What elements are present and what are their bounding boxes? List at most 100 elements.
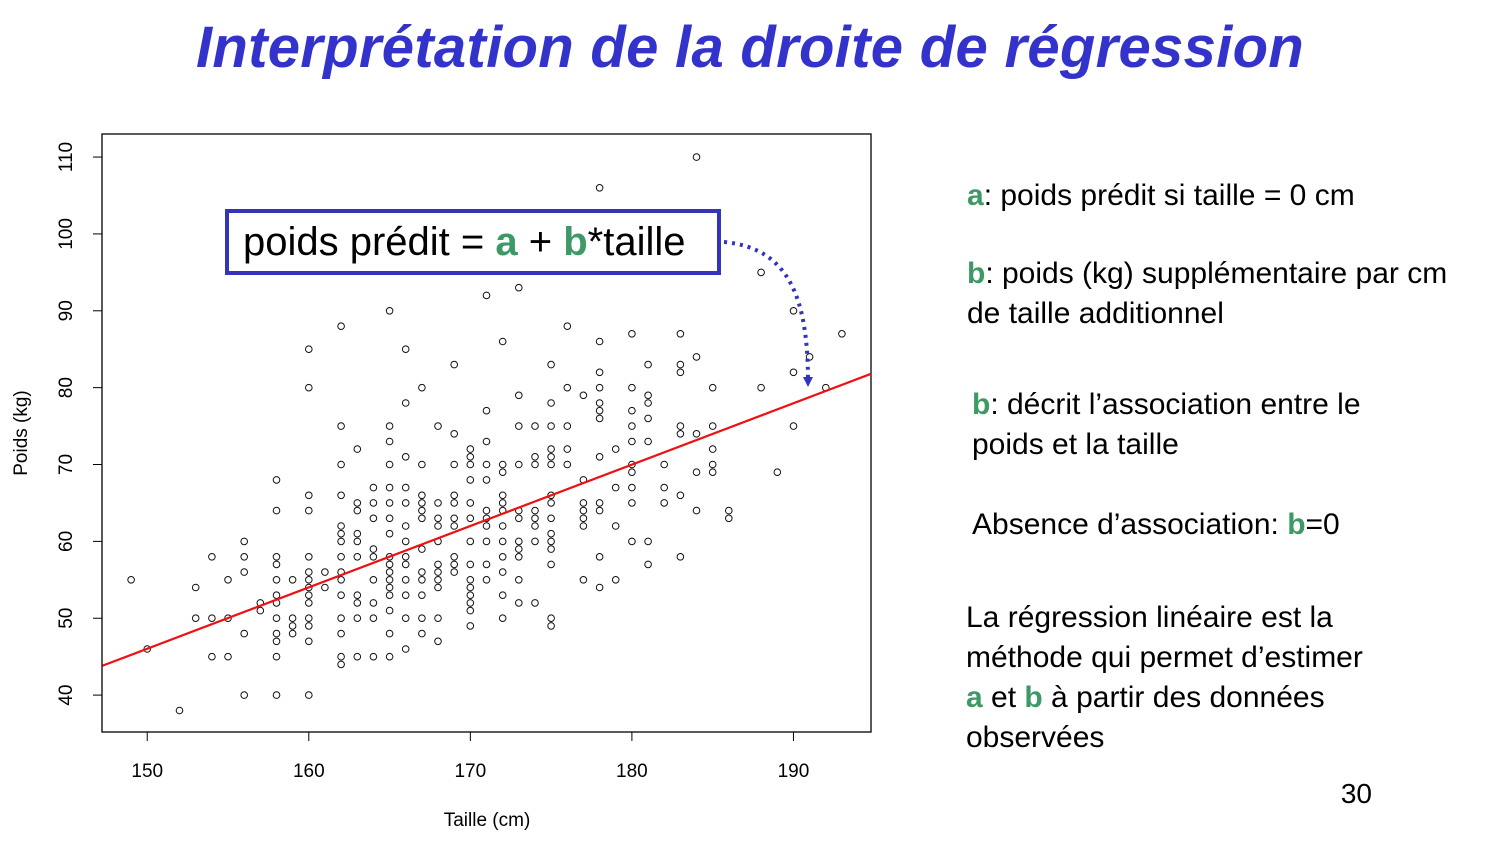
data-point (288, 614, 297, 623)
data-point (305, 553, 313, 561)
data-point (628, 537, 636, 546)
data-point (531, 522, 539, 530)
data-point (628, 406, 636, 415)
data-point (692, 353, 701, 361)
data-point (305, 599, 313, 607)
data-point (321, 583, 329, 592)
data-point (579, 576, 588, 584)
data-point (660, 483, 669, 492)
data-point (175, 706, 184, 715)
data-point (288, 576, 297, 584)
data-point (676, 422, 685, 430)
data-point (466, 622, 475, 630)
equation-lhs: poids prédit = (243, 220, 496, 264)
data-point (789, 422, 798, 430)
data-point (644, 399, 652, 407)
data-point (337, 660, 345, 669)
data-point (579, 514, 588, 523)
data-point (353, 529, 362, 538)
data-point (401, 553, 410, 561)
data-point (725, 514, 733, 523)
data-point (692, 468, 701, 477)
method-b: b (1024, 681, 1043, 714)
data-point (418, 576, 426, 584)
data-point (369, 483, 378, 492)
data-point (434, 560, 442, 569)
data-point (305, 614, 313, 623)
data-point (401, 453, 410, 461)
data-point (579, 499, 588, 507)
data-point (272, 560, 281, 569)
data-point (676, 491, 685, 500)
data-point (305, 591, 313, 600)
data-point (353, 553, 362, 561)
data-point (385, 422, 394, 430)
data-point (369, 499, 378, 507)
note-b-increment: b: poids (kg) supplémentaire par cm de t… (967, 254, 1467, 334)
data-point (418, 491, 426, 500)
data-point (305, 637, 313, 646)
data-point (337, 652, 345, 661)
method-a: a (966, 681, 983, 714)
data-point (498, 499, 507, 507)
data-point (563, 322, 572, 331)
data-point (127, 576, 135, 584)
data-point (644, 537, 652, 546)
data-point (337, 491, 345, 500)
data-point (466, 591, 475, 600)
data-point (515, 460, 523, 469)
data-point (418, 460, 426, 469)
data-point (628, 422, 636, 430)
data-point (337, 422, 345, 430)
method-line-4: observées (966, 721, 1105, 754)
data-point (644, 360, 652, 369)
data-point (272, 576, 281, 584)
data-point (547, 514, 555, 523)
note-b-text: : poids (kg) supplémentaire par cm de ta… (967, 257, 1448, 330)
data-point (515, 599, 523, 607)
data-point (498, 468, 507, 477)
data-point (563, 460, 572, 469)
data-point (337, 629, 345, 638)
data-point (644, 560, 652, 569)
note-b3-symbol: b (1287, 508, 1306, 541)
data-point (401, 537, 410, 546)
data-point (595, 184, 604, 192)
data-point (660, 499, 669, 507)
data-point (531, 453, 539, 461)
equation-plus: + (517, 220, 564, 264)
data-point (272, 591, 281, 600)
data-point (466, 537, 475, 546)
data-point (305, 506, 313, 515)
data-point (401, 345, 410, 354)
data-point (515, 283, 523, 292)
data-point (725, 506, 733, 515)
note-b-association: b: décrit l’association entre le poids e… (972, 385, 1432, 465)
data-point (466, 445, 475, 453)
data-point (515, 576, 523, 584)
data-point (418, 591, 426, 600)
data-point (305, 491, 313, 500)
data-point (337, 522, 345, 530)
data-point (385, 437, 394, 446)
regression-line (101, 372, 872, 667)
data-point (305, 383, 313, 392)
data-point (418, 514, 426, 523)
data-point (498, 614, 507, 623)
data-point (208, 553, 216, 561)
data-point (611, 483, 620, 492)
data-point (515, 553, 523, 561)
data-point (595, 453, 604, 461)
y-tick-label: 80 (56, 377, 77, 398)
data-point (369, 514, 378, 523)
data-point (676, 430, 685, 438)
data-point (644, 437, 652, 446)
data-point (547, 399, 555, 407)
data-point (676, 368, 685, 377)
data-point (547, 499, 555, 507)
data-point (272, 637, 281, 646)
page-title: Interprétation de la droite de régressio… (195, 15, 1305, 80)
data-point (611, 576, 620, 584)
data-point (369, 576, 378, 584)
data-point (595, 368, 604, 377)
